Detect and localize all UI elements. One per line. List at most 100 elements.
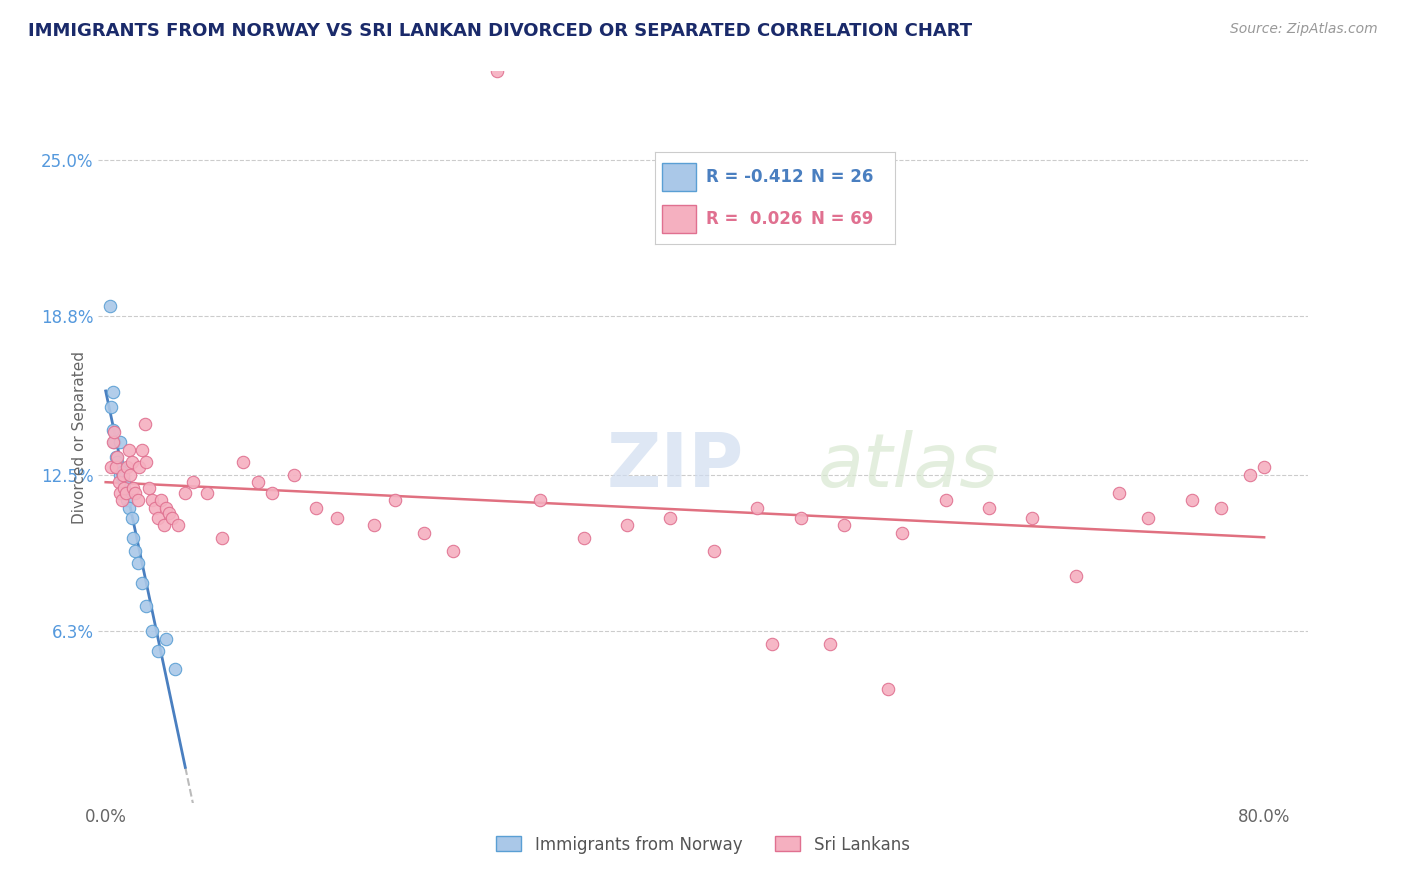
Point (117, 460, 139, 475)
Point (110, 493, 132, 508)
Legend: Immigrants from Norway, Sri Lankans: Immigrants from Norway, Sri Lankans (489, 829, 917, 860)
Point (141, 493, 163, 508)
Point (135, 455, 157, 469)
Point (124, 543, 146, 558)
Point (127, 493, 149, 508)
Point (121, 455, 143, 469)
Point (832, 518, 855, 533)
Point (157, 506, 180, 520)
Point (127, 556, 149, 570)
Point (891, 525, 914, 540)
Point (115, 485, 138, 500)
Point (131, 576, 153, 591)
Point (114, 481, 136, 495)
Point (112, 467, 135, 482)
Point (977, 500, 1000, 515)
Point (100, 400, 122, 414)
Point (441, 543, 464, 558)
Point (108, 467, 131, 482)
Point (107, 475, 129, 490)
Point (529, 493, 551, 508)
Point (101, 384, 124, 399)
Point (262, 485, 284, 500)
Point (162, 510, 184, 524)
Point (211, 531, 233, 545)
Point (118, 442, 141, 457)
Point (117, 493, 139, 508)
Point (143, 500, 166, 515)
Point (108, 485, 131, 500)
Point (107, 460, 129, 475)
Point (124, 485, 146, 500)
Text: IMMIGRANTS FROM NORWAY VS SRI LANKAN DIVORCED OR SEPARATED CORRELATION CHART: IMMIGRANTS FROM NORWAY VS SRI LANKAN DIV… (28, 22, 972, 40)
Point (876, 682, 898, 697)
Point (304, 500, 326, 515)
Point (935, 493, 957, 508)
Point (155, 632, 177, 646)
Point (121, 510, 143, 524)
Point (1253, 460, 1275, 475)
Text: R =  0.026: R = 0.026 (706, 211, 801, 228)
Point (149, 493, 172, 508)
Point (790, 510, 813, 524)
Point (181, 475, 204, 490)
Point (1209, 500, 1232, 515)
Point (165, 662, 187, 676)
Point (103, 425, 125, 439)
Y-axis label: Divorced or Separated: Divorced or Separated (72, 351, 87, 524)
Point (326, 510, 349, 524)
Point (818, 637, 841, 651)
Point (100, 460, 122, 475)
Point (122, 481, 145, 495)
Point (485, 64, 508, 78)
Point (112, 470, 135, 484)
Point (1064, 569, 1087, 583)
Point (232, 455, 254, 469)
Point (105, 455, 128, 469)
Point (108, 435, 131, 450)
Point (135, 599, 157, 613)
Point (195, 485, 218, 500)
Point (122, 531, 145, 545)
Point (616, 518, 638, 533)
Point (747, 500, 769, 515)
Point (110, 466, 132, 480)
Point (146, 644, 169, 658)
FancyBboxPatch shape (662, 163, 696, 191)
Text: Source: ZipAtlas.com: Source: ZipAtlas.com (1230, 22, 1378, 37)
Point (572, 531, 595, 545)
Point (283, 467, 305, 482)
Point (1239, 467, 1261, 482)
Point (167, 518, 190, 533)
Point (1021, 510, 1043, 524)
Point (120, 467, 142, 482)
Text: R = -0.412: R = -0.412 (706, 168, 803, 186)
Point (103, 435, 125, 450)
Point (1137, 510, 1160, 524)
Point (105, 450, 128, 465)
Point (114, 475, 136, 490)
Point (138, 481, 160, 495)
Point (128, 460, 150, 475)
Point (104, 450, 127, 465)
Text: atlas: atlas (818, 430, 1000, 502)
Point (174, 485, 197, 500)
Point (246, 475, 269, 490)
Point (146, 510, 169, 524)
Point (363, 518, 385, 533)
Text: N = 26: N = 26 (811, 168, 873, 186)
Point (134, 417, 156, 432)
Point (1108, 485, 1130, 500)
Text: N = 69: N = 69 (811, 211, 873, 228)
Point (104, 460, 127, 475)
FancyBboxPatch shape (662, 205, 696, 234)
Point (131, 442, 153, 457)
Point (98, 299, 121, 313)
Point (384, 493, 406, 508)
Point (115, 485, 138, 500)
Point (413, 525, 436, 540)
Text: ZIP: ZIP (606, 430, 744, 503)
Point (141, 624, 163, 639)
Point (101, 423, 124, 437)
Point (659, 510, 682, 524)
